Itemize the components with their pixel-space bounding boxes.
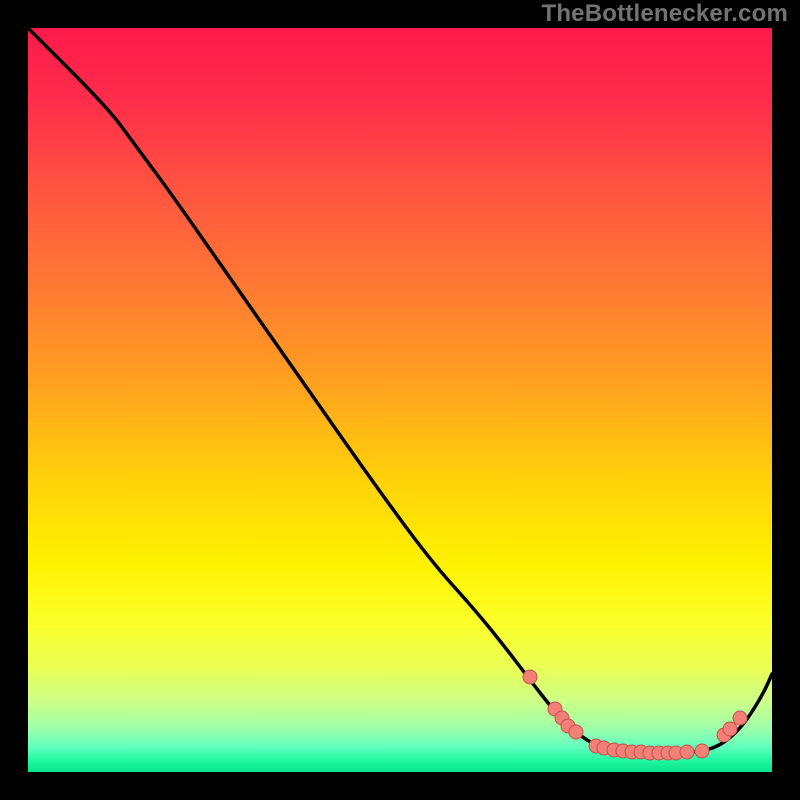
marker-dot — [569, 725, 583, 739]
marker-dot — [695, 744, 709, 758]
plot-area — [28, 28, 772, 772]
marker-dot — [523, 670, 537, 684]
marker-dot — [680, 745, 694, 759]
bottleneck-chart — [0, 0, 800, 800]
marker-dot — [723, 722, 737, 736]
watermark-text: TheBottlenecker.com — [541, 0, 788, 28]
marker-dot — [733, 711, 747, 725]
